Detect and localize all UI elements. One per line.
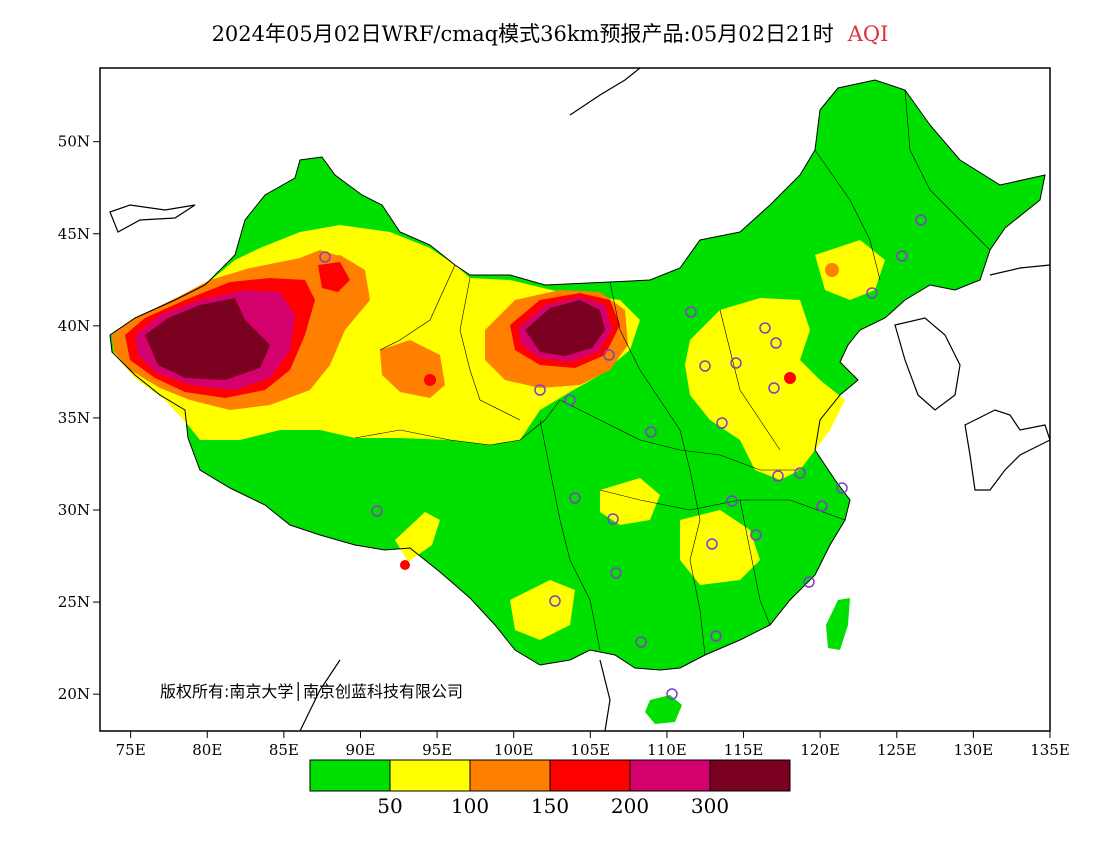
moderate-south xyxy=(680,510,760,585)
y-tick-label: 40N xyxy=(58,317,90,335)
legend-swatch xyxy=(389,759,471,792)
station-marker xyxy=(666,688,678,700)
station-marker xyxy=(635,636,647,648)
station-marker xyxy=(836,482,848,494)
station-marker xyxy=(710,630,722,642)
kazakh-lake xyxy=(109,204,196,233)
station-marker xyxy=(607,513,619,525)
station-marker xyxy=(706,538,718,550)
y-tick-label: 35N xyxy=(58,409,90,427)
hainan-island xyxy=(645,695,682,724)
station-marker xyxy=(603,349,615,361)
moderate-central xyxy=(600,478,660,525)
indochina-coast xyxy=(299,659,611,731)
legend-label: 200 xyxy=(611,794,649,818)
station-markers xyxy=(319,214,927,700)
station-marker xyxy=(759,322,771,334)
station-marker xyxy=(699,360,711,372)
station-marker xyxy=(726,495,738,507)
moderate-northeast xyxy=(815,240,885,300)
station-marker xyxy=(564,394,576,406)
station-marker xyxy=(730,357,742,369)
station-marker xyxy=(534,384,546,396)
legend-swatch xyxy=(709,759,791,792)
station-marker xyxy=(803,576,815,588)
x-axis: 75E 80E 85E 90E 95E 100E 105E 110E 115E 120E 125E 1… xyxy=(116,731,1070,759)
plot-frame xyxy=(99,67,1051,732)
moderate-tibet-south xyxy=(395,512,440,562)
station-marker xyxy=(915,214,927,226)
hazardous-alxa-core xyxy=(525,300,605,356)
station-marker xyxy=(866,287,878,299)
x-tick-label: 105E xyxy=(571,741,611,759)
station-marker xyxy=(816,500,828,512)
legend-label: 50 xyxy=(377,794,402,818)
x-tick-label: 125E xyxy=(877,741,917,759)
station-marker xyxy=(896,250,908,262)
russia-coast xyxy=(569,68,1050,276)
title-variable: AQI xyxy=(847,22,889,46)
legend-swatch xyxy=(549,759,631,792)
legend-label: 150 xyxy=(531,794,569,818)
x-tick-label: 120E xyxy=(800,741,840,759)
x-tick-label: 135E xyxy=(1030,741,1070,759)
province-boundaries xyxy=(354,89,991,656)
title-text: 2024年05月02日WRF/cmaq模式36km预报产品:05月02日21时 xyxy=(211,22,834,46)
unhealthy-turpan xyxy=(318,262,350,292)
x-tick-label: 80E xyxy=(192,741,222,759)
x-tick-label: 95E xyxy=(422,741,452,759)
y-axis: 20N 25N 30N 35N 40N 45N 50N xyxy=(58,133,100,703)
china-border xyxy=(109,79,1046,671)
legend-label: 300 xyxy=(691,794,729,818)
station-marker xyxy=(645,426,657,438)
x-tick-label: 130E xyxy=(954,741,994,759)
hotspot-southern-tibet xyxy=(400,560,410,570)
x-tick-label: 75E xyxy=(116,741,146,759)
legend-swatch xyxy=(629,759,711,792)
x-tick-label: 110E xyxy=(647,741,687,759)
aqi-legend: 50 100 150 200 300 xyxy=(309,759,791,818)
moderate-north-china xyxy=(685,298,845,480)
korea-japan-coastline xyxy=(894,317,1050,491)
legend-swatch xyxy=(469,759,551,792)
station-marker xyxy=(750,529,762,541)
station-marker xyxy=(610,567,622,579)
x-tick-label: 85E xyxy=(269,741,299,759)
y-tick-label: 30N xyxy=(58,501,90,519)
map-title: 2024年05月02日WRF/cmaq模式36km预报产品:05月02日21时 A… xyxy=(0,18,1100,48)
x-tick-label: 90E xyxy=(345,741,375,759)
hazardous-tarim-core xyxy=(145,298,270,380)
station-marker xyxy=(794,467,806,479)
y-tick-label: 25N xyxy=(58,593,90,611)
copyright-text: 版权所有:南京大学│南京创蓝科技有限公司 xyxy=(160,681,463,701)
legend-swatch xyxy=(309,759,391,792)
station-marker xyxy=(371,505,383,517)
station-marker xyxy=(770,337,782,349)
moderate-southwest xyxy=(510,580,575,640)
y-tick-label: 45N xyxy=(58,225,90,243)
station-marker xyxy=(716,417,728,429)
y-tick-label: 50N xyxy=(58,133,90,151)
legend-label: 100 xyxy=(451,794,489,818)
taiwan-island xyxy=(826,598,850,650)
station-marker xyxy=(549,595,561,607)
station-marker xyxy=(685,306,697,318)
station-marker xyxy=(319,251,331,263)
hotspot-shandong xyxy=(784,372,796,384)
hotspot-liaoning xyxy=(825,263,839,277)
station-marker xyxy=(772,470,784,482)
x-tick-label: 100E xyxy=(494,741,534,759)
map-plot-area: 版权所有:南京大学│南京创蓝科技有限公司 xyxy=(100,68,1050,731)
station-marker xyxy=(768,382,780,394)
station-marker xyxy=(569,492,581,504)
y-tick-label: 20N xyxy=(58,685,90,703)
hotspot-qinghai xyxy=(424,374,436,386)
x-tick-label: 115E xyxy=(724,741,764,759)
